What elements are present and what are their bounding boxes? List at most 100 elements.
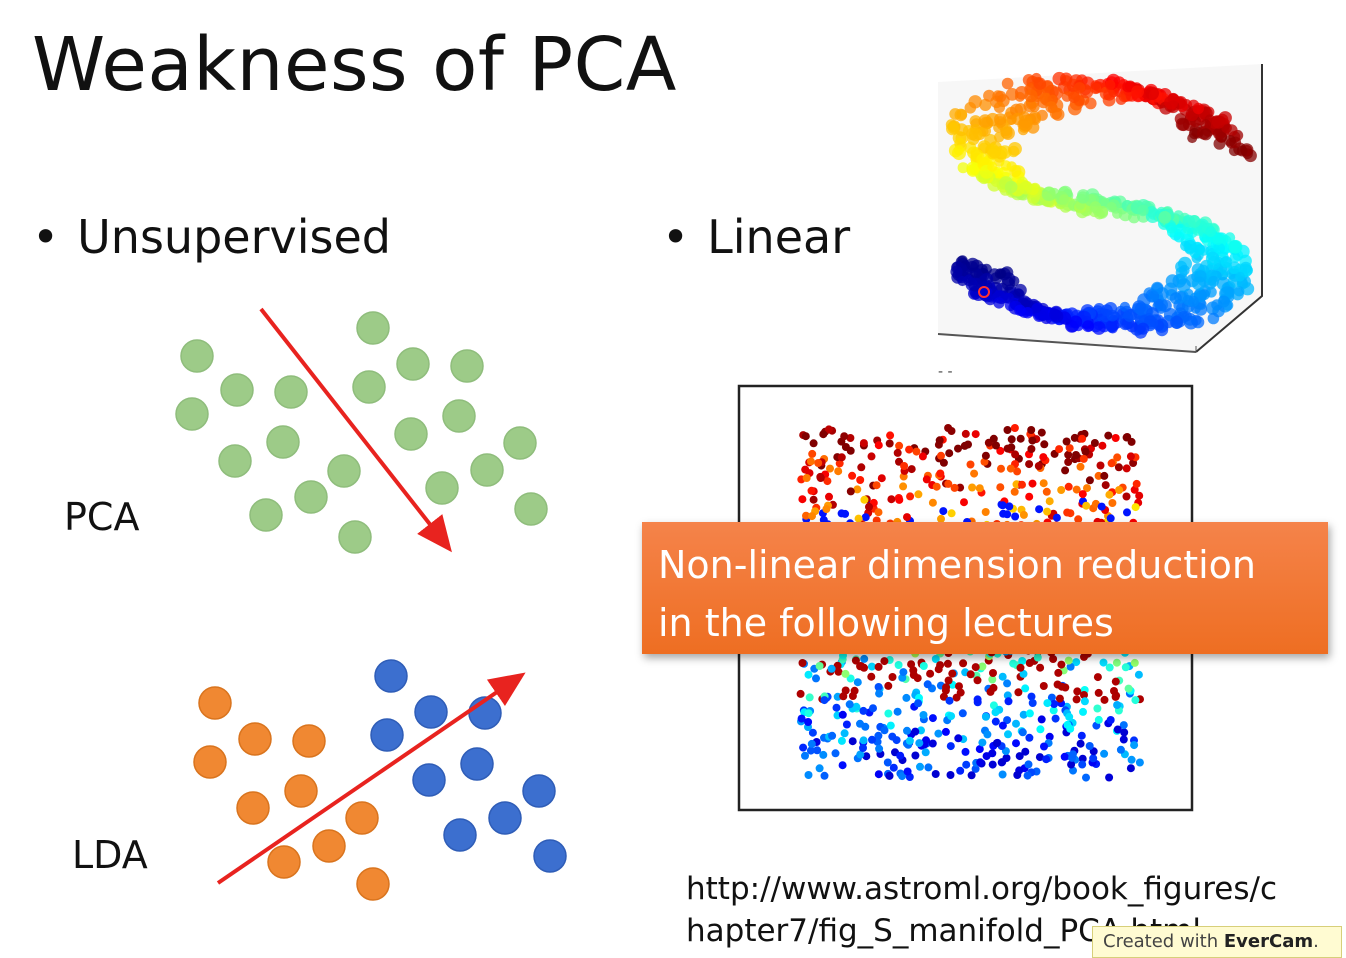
projection-point: [1014, 688, 1023, 697]
projection-point: [992, 441, 1000, 450]
projection-point: [861, 513, 870, 522]
projection-point: [1104, 431, 1113, 440]
projection-point: [812, 674, 820, 683]
s-curve-point: [993, 297, 1005, 309]
projection-point: [805, 693, 814, 702]
projection-point: [797, 714, 806, 723]
projection-point: [941, 727, 950, 736]
projection-point: [1033, 653, 1042, 662]
projection-point: [1105, 773, 1114, 782]
projection-point: [883, 758, 892, 767]
s-curve-point: [994, 90, 1007, 103]
s-curve-point: [969, 127, 983, 142]
projection-point: [954, 734, 963, 743]
projection-point: [1101, 481, 1110, 490]
projection-point: [1045, 732, 1054, 741]
projection-point: [1130, 658, 1139, 667]
projection-point: [1005, 502, 1014, 511]
projection-point: [998, 770, 1007, 779]
pca-dot: [394, 417, 428, 451]
projection-point: [846, 674, 855, 683]
projection-point: [1018, 728, 1027, 737]
projection-point: [900, 462, 909, 470]
projection-point: [1082, 501, 1091, 510]
projection-point: [1113, 453, 1122, 462]
s-curve-point: [953, 145, 965, 156]
s-curve-point: [1146, 206, 1158, 218]
s-curve-point: [1236, 145, 1248, 157]
projection-point: [842, 720, 851, 729]
projection-point: [950, 483, 959, 492]
projection-point: [869, 704, 877, 713]
projection-point: [998, 672, 1007, 681]
projection-point: [1099, 658, 1108, 667]
s-curve-point: [1176, 278, 1191, 293]
projection-point: [898, 772, 907, 781]
projection-point: [837, 736, 846, 745]
projection-point: [1025, 659, 1034, 667]
s-curve-point: [1014, 283, 1027, 297]
s-curve-point: [1009, 275, 1020, 287]
projection-point: [961, 747, 970, 756]
projection-point: [861, 722, 870, 731]
projection-point: [816, 472, 825, 481]
projection-point: [918, 452, 927, 461]
pca-dot: [338, 520, 372, 554]
watermark-suffix: .: [1313, 931, 1319, 952]
projection-point: [867, 672, 876, 681]
projection-point: [1036, 725, 1045, 734]
projection-point: [991, 717, 1000, 726]
projection-point: [1135, 758, 1144, 767]
projection-point: [819, 750, 828, 759]
projection-point: [956, 688, 965, 697]
projection-point: [1043, 699, 1052, 708]
lda-orange-dot: [356, 867, 390, 901]
projection-point: [801, 465, 810, 474]
bullet-linear: • Linear: [662, 214, 850, 260]
projection-point: [846, 434, 855, 442]
projection-point: [859, 744, 867, 752]
projection-point: [1010, 424, 1019, 432]
projection-point: [937, 451, 945, 460]
projection-point: [1089, 754, 1098, 763]
pca-dot: [396, 347, 430, 381]
projection-point: [1126, 452, 1135, 461]
s-curve-point: [1069, 315, 1083, 329]
s-curve-point: [1212, 233, 1224, 245]
projection-point: [1098, 441, 1107, 450]
projection-point: [1025, 492, 1034, 501]
projection-point: [1080, 652, 1088, 661]
projection-point: [992, 739, 1001, 748]
projection-point: [827, 664, 836, 673]
s-curve-point: [1041, 187, 1056, 201]
projection-point: [939, 458, 948, 467]
projection-point: [824, 425, 833, 434]
s-curve-point: [1199, 289, 1210, 301]
projection-point: [832, 703, 841, 712]
projection-point: [1097, 502, 1106, 511]
projection-point: [807, 739, 816, 748]
projection-point: [944, 479, 953, 488]
projection-point: [845, 700, 854, 709]
projection-point: [989, 683, 998, 692]
projection-point: [1122, 492, 1131, 501]
projection-point: [928, 714, 937, 723]
projection-point: [823, 477, 832, 486]
projection-point: [903, 513, 911, 522]
source-url-line-1[interactable]: http://www.astroml.org/book_figures/c: [686, 871, 1278, 907]
projection-point: [1060, 752, 1069, 761]
projection-point: [848, 471, 857, 480]
lda-blue-dot: [370, 718, 404, 752]
projection-point: [874, 770, 883, 779]
projection-point: [1019, 669, 1028, 678]
lda-blue-dot: [412, 763, 446, 797]
projection-point: [1025, 709, 1034, 718]
lda-orange-dot: [312, 829, 346, 863]
projection-point: [935, 436, 944, 445]
projection-point: [1037, 428, 1046, 437]
projection-point: [806, 746, 815, 755]
projection-point: [982, 752, 991, 761]
projection-point: [1055, 445, 1064, 454]
projection-point: [913, 674, 922, 683]
bullet-marker: •: [662, 210, 690, 264]
